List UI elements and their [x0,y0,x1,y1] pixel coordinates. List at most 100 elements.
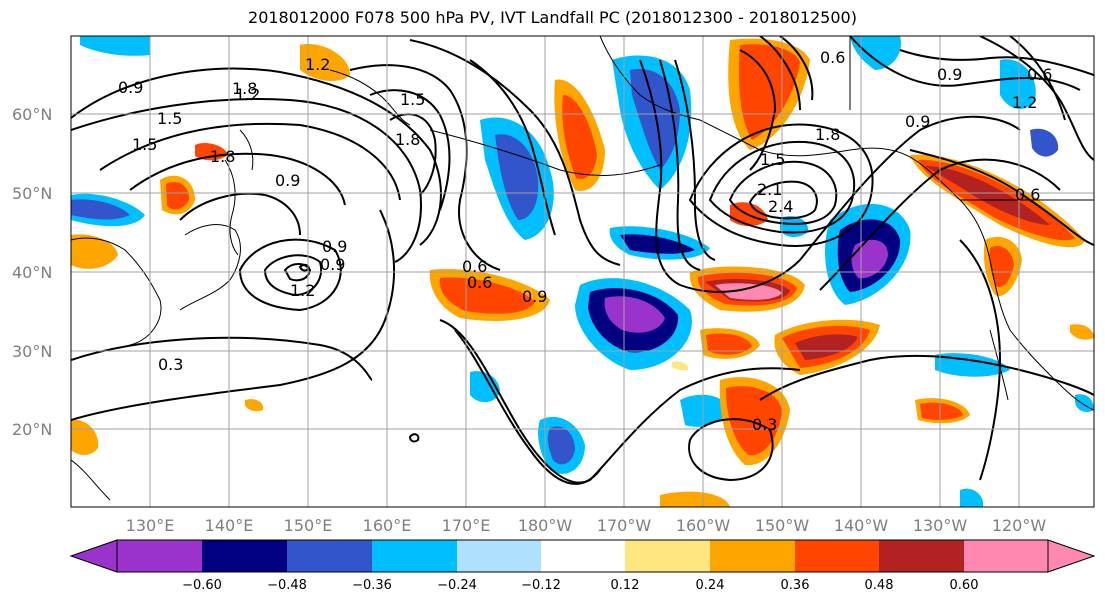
pv-contour-line [71,336,373,381]
pv-contour-line [759,36,801,111]
pv-contour-line [389,113,437,196]
colorbar-segment [710,540,795,572]
pv-contour-line [899,49,1094,76]
colorbar-segment [117,540,202,572]
colorbar-segment [202,540,287,572]
pv-contour-line [298,263,311,272]
negative-anomaly-region [680,394,730,427]
colorbar-segment [879,540,964,572]
positive-anomaly-region [726,386,782,456]
colorbar-tick-label: 0.12 [611,578,640,593]
contour-label: 1.8 [395,130,420,149]
positive-anomaly-region [715,283,782,300]
pv-contour-line [759,354,1094,401]
lon-label: 170°W [597,516,652,535]
negative-anomaly-region [630,69,680,170]
colorbar-extend-low [69,539,118,573]
colorbar-tick-label: −0.24 [437,578,477,593]
pv-contour-line [1009,36,1066,121]
pv-contour-line [779,36,814,101]
pv-contour-line [748,180,818,220]
contour-label: 1.5 [157,109,182,128]
pv-contour-line [469,59,556,236]
coastline [179,224,241,311]
contour-label: 0.3 [752,415,777,434]
colorbar-segment [541,540,625,572]
contour-label: 0.9 [937,65,962,84]
positive-anomaly-region [795,334,858,360]
coastline [599,36,701,121]
contour-label: 0.6 [467,273,492,292]
positive-anomaly-region [562,95,597,180]
positive-anomaly-region [989,245,1014,288]
colorbar-tick-label: 0.48 [865,578,894,593]
positive-anomaly-region [71,234,118,269]
colorbar-tick-label: −0.12 [521,578,561,593]
colorbar-tick-label: 0.60 [950,578,979,593]
pv-contour-line [659,59,701,271]
lon-label: 180°W [518,516,573,535]
colorbar-segment [625,540,710,572]
contour-label: 0.9 [118,78,143,97]
latitude-labels: 60°N 50°N 40°N 30°N 20°N [12,105,52,439]
contour-label: 1.2 [235,85,260,104]
coastlines [71,36,1094,501]
contour-label: 0.9 [320,255,345,274]
pv-contour-line [739,49,777,171]
negative-anomaly-region [495,134,539,220]
contour-label: 2.4 [768,197,793,216]
colorbar: −0.60 −0.48 −0.36 −0.24 −0.12 0.12 0.24 … [69,539,1096,593]
colorbar-segment [372,540,457,572]
negative-anomaly-region [470,371,500,403]
contour-label: 0.9 [905,112,930,131]
contour-label: 1.8 [232,79,257,98]
positive-anomaly-region [738,44,800,141]
negative-anomaly-region [850,36,901,70]
contour-label: 0.6 [820,48,845,67]
contour-label: 1.2 [290,281,315,300]
pv-contour-line [238,238,342,312]
pv-contour-line [263,254,323,297]
pv-contour-line [283,263,312,282]
contour-label: 0.6 [1027,65,1052,84]
contour-label: 1.8 [815,125,840,144]
lon-label: 130°E [126,516,175,535]
shaded-anomalies [71,36,1094,507]
negative-anomaly-region [80,36,150,56]
lat-label: 60°N [12,105,52,124]
negative-anomaly-region [1000,59,1036,110]
pv-contour-line [688,418,774,482]
contour-label: 0.9 [522,287,547,306]
negative-anomaly-region [960,488,984,507]
pv-contour-line [408,433,420,443]
graticule [71,36,1094,507]
coastline [989,329,1009,401]
pv-contour-line [979,36,1094,161]
colorbar-segment [964,540,1048,572]
colorbar-segment [457,540,541,572]
contour-label: 1.2 [1012,93,1037,112]
pv-contour-line [409,39,621,266]
contour-label: 1.5 [760,150,785,169]
contour-label: 2.1 [757,180,782,199]
coastline [329,69,411,126]
lon-label: 150°W [755,516,810,535]
pv-contour-line [179,192,301,236]
pv-contour-line [728,160,838,225]
pv-contour-line [99,122,401,201]
contour-label: 0.3 [158,355,183,374]
coastline [71,237,162,346]
contour-label: 0.9 [275,171,300,190]
map-title: 2018012000 F078 500 hPa PV, IVT Landfall… [248,8,857,27]
pv-contour-line [454,329,601,485]
positive-anomaly-region [706,333,752,355]
contour-labels: 0.9 1.5 1.8 0.9 1.2 1.5 0.9 1.2 0.9 0.6 … [118,48,1052,434]
negative-anomaly-region [71,199,130,220]
positive-anomaly-region [1070,324,1094,340]
pv-contour-line [909,149,1094,246]
lat-label: 50°N [12,184,52,203]
longitude-labels: 130°E 140°E 150°E 160°E 170°E 180°W 170°… [126,516,1047,535]
colorbar-tick-label: −0.60 [182,578,222,593]
pv-contour-line [71,209,395,421]
lon-label: 160°W [676,516,731,535]
